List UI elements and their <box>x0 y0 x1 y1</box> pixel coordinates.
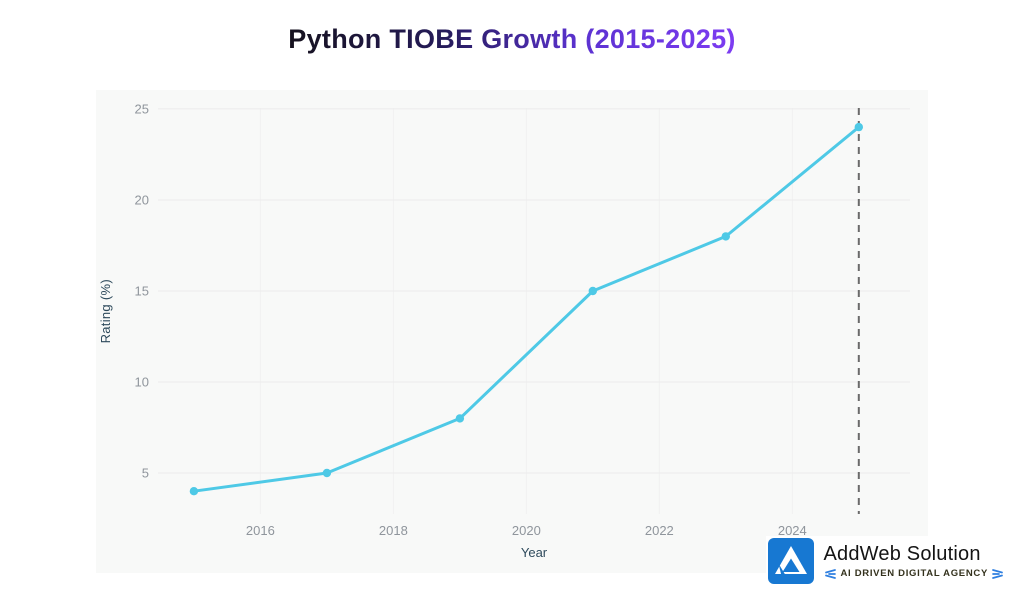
y-tick-label: 25 <box>135 101 149 116</box>
trend-line <box>192 125 861 493</box>
x-tick-label: 2022 <box>645 523 674 538</box>
x-tick-label: 2018 <box>379 523 408 538</box>
tagline-right-wing-icon <box>992 568 1003 579</box>
chart-card: 2016 2018 2020 2022 2024 5 10 15 20 25 Rating (%)… <box>96 90 928 573</box>
logo-name: AddWeb Solution <box>823 542 981 565</box>
x-tick-label: 2016 <box>246 523 275 538</box>
y-axis-label: Rating (%) <box>98 108 113 514</box>
y-axis-label-text: Rating (%) <box>98 278 113 344</box>
logo-tagline: AI DRIVEN DIGITAL AGENCY <box>823 568 1005 580</box>
data-point <box>189 487 199 496</box>
addweb-logo-icon <box>768 538 815 584</box>
data-point <box>455 414 465 423</box>
x-tick-label: 2024 <box>778 523 807 538</box>
y-tick-label: 5 <box>142 466 149 481</box>
tagline-left-wing-icon <box>825 568 837 579</box>
y-tick-label: 20 <box>135 192 149 207</box>
addweb-logo: AddWeb Solution AI DRIVEN DIGITAL AGENCY <box>766 536 1007 586</box>
logo-tagline-text: AI DRIVEN DIGITAL AGENCY <box>840 568 988 579</box>
y-tick-label: 15 <box>135 283 149 298</box>
logo-text-block: AddWeb Solution AI DRIVEN DIGITAL AGENCY <box>823 543 1005 580</box>
data-point <box>322 468 332 478</box>
line-chart: 2016 2018 2020 2022 2024 5 10 15 20 25 <box>135 101 910 538</box>
y-tick-label: 10 <box>135 375 149 390</box>
x-tick-label: 2020 <box>512 523 541 538</box>
page-title: Python TIOBE Growth (2015-2025) <box>288 24 736 54</box>
data-point <box>721 232 730 241</box>
x-axis-label: Year <box>520 545 548 560</box>
data-point <box>588 286 597 296</box>
data-point <box>854 122 863 132</box>
